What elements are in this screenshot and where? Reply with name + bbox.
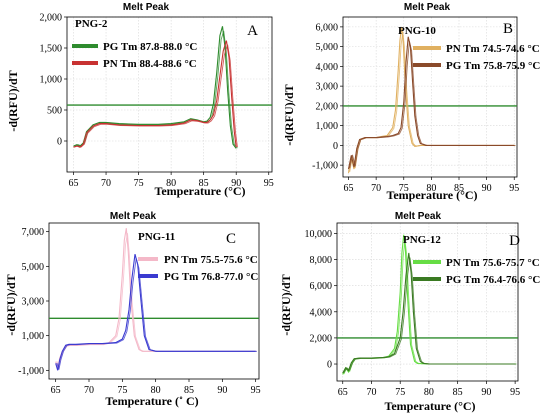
legend-entry: PG Tm 76.4-76.6 °C [446,274,540,286]
series-replicate-line-2 [74,44,238,148]
y-tick-label: 7,000 [22,227,45,238]
x-axis-label: Temperature (˚ C) [105,394,198,408]
x-tick-label: 95 [509,183,519,194]
x-tick-label: 75 [134,178,144,189]
y-axis-label: -d(RFU)/dT [282,84,296,145]
y-tick-label: 5,000 [22,262,45,273]
chart-title: Melt Peak [395,211,442,222]
x-axis-label: Temperature (°C) [154,184,245,198]
y-tick-label: -1,000 [18,366,44,377]
x-tick-label: 90 [217,385,227,396]
x-tick-label: 65 [344,183,354,194]
legend-entry: PN Tm 75.6-75.7 °C [446,257,540,269]
x-tick-label: 75 [395,387,405,398]
x-tick-label: 75 [399,183,409,194]
x-tick-label: 65 [51,385,61,396]
x-axis-label: Temperature (°C) [384,399,475,413]
y-tick-label: 3,000 [22,297,45,308]
y-tick-label: -1,000 [312,161,338,172]
y-tick-label: 2,000 [316,101,339,112]
x-tick-label: 75 [117,385,127,396]
panel-a: Melt Peak 65 70 75 80 85 90 95 0 500 1,000 1,500 2,0… [6,2,274,198]
x-tick-label: 70 [84,385,94,396]
plot-area [342,16,518,178]
legend-entry: PN Tm 88.4-88.6 °C [103,58,197,70]
chart-title: Melt Peak [123,2,170,13]
x-axis-label: Temperature (°C) [386,188,477,202]
series-replicate-line-2 [56,258,257,370]
y-tick-label: 0 [333,141,338,152]
x-tick-label: 80 [426,183,436,194]
sample-label: PNG-10 [398,25,436,37]
x-tick-label: 85 [453,387,463,398]
x-tick-label: 80 [166,178,176,189]
y-tick-label: 4,000 [316,62,339,73]
y-tick-label: 1,500 [40,44,63,55]
x-tick-label: 65 [338,387,348,398]
panel-d: Melt Peak 65 70 75 80 85 90 95 0 2,000 4,000 6,000 8… [279,211,540,413]
y-tick-label: 0 [327,360,332,371]
x-tick-label: 90 [231,178,241,189]
series-replicate-line-2 [343,257,517,374]
y-tick-label: 2,000 [40,13,63,24]
legend-entry: PN Tm 74.5-74.6 °C [446,43,540,55]
x-tick-label: 90 [481,387,491,398]
x-tick-label: 85 [454,183,464,194]
y-tick-label: 0 [57,137,62,148]
x-tick-label: 85 [199,178,209,189]
x-tick-label: 70 [366,387,376,398]
chart-title: Melt Peak [404,2,451,13]
y-tick-label: 6,000 [310,281,333,292]
x-tick-label: 80 [424,387,434,398]
y-tick-label: 1,000 [316,121,339,132]
legend-entry: PG Tm 76.8-77.0 °C [164,271,258,283]
x-tick-label: 65 [69,178,79,189]
panel-c: Melt Peak 65 70 75 80 85 90 95 -1,000 1,000 3,000 5… [4,211,261,408]
plot-area [336,222,519,382]
y-tick-label: 8,000 [310,255,333,266]
y-axis-label: -d(RFU)/dT [6,70,20,131]
legend-entry: PG Tm 75.8-75.9 °C [446,60,540,72]
panel-letter: A [247,23,258,39]
legend-entry: PG Tm 87.8-88.0 °C [103,41,197,53]
series-line-1 [73,26,237,149]
plot-area [66,16,273,173]
x-tick-label: 95 [510,387,520,398]
y-tick-label: 5,000 [316,42,339,53]
sample-label: PNG-11 [138,231,175,243]
x-tick-label: 95 [251,385,261,396]
panel-letter: D [509,233,520,249]
y-axis-label: -d(RFU)/dT [4,274,18,335]
x-tick-label: 95 [264,178,274,189]
sample-label: PNG-2 [75,18,108,30]
x-tick-label: 90 [482,183,492,194]
y-tick-label: 2,000 [310,333,333,344]
y-tick-label: 4,000 [310,307,333,318]
sample-label: PNG-12 [403,234,441,246]
y-tick-label: 1,000 [22,331,45,342]
x-tick-label: 80 [151,385,161,396]
chart-title: Melt Peak [110,211,157,222]
legend-entry: PN Tm 75.5-75.6 °C [164,254,258,266]
y-tick-label: 6,000 [316,22,339,33]
x-tick-label: 85 [184,385,194,396]
y-tick-label: 1,000 [40,75,63,86]
y-tick-label: 10,000 [305,229,333,240]
panel-letter: C [226,231,236,247]
x-tick-label: 70 [371,183,381,194]
y-tick-label: 500 [47,106,62,117]
series-replicate-line-2 [349,40,516,169]
x-tick-label: 70 [101,178,111,189]
y-axis-label: -d(RFU)/dT [279,274,293,335]
panel-letter: B [503,21,513,37]
panel-b: Melt Peak 65 70 75 80 85 90 95 -1,000 0 1,000 2,000… [282,2,540,202]
y-tick-label: 3,000 [316,82,339,93]
series-line-2 [73,40,237,148]
